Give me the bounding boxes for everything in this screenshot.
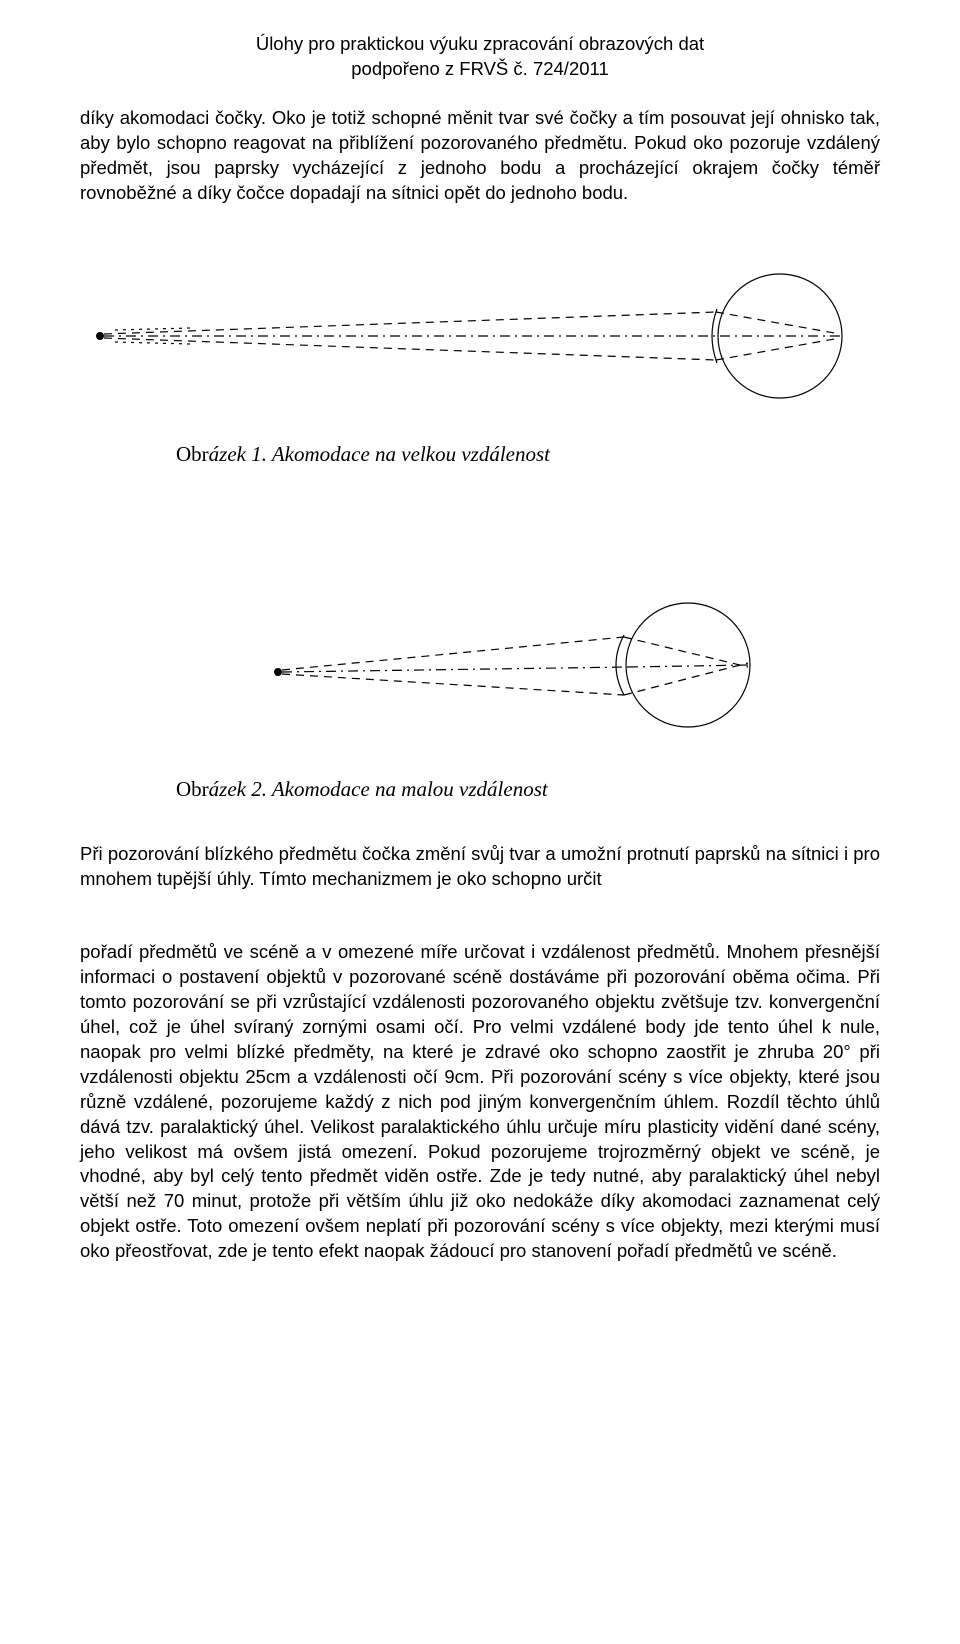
caption-1-rest: ázek 1. Akomodace na velkou vzdálenost <box>209 442 550 466</box>
figure-2-caption: Obrázek 2. Akomodace na malou vzdálenost <box>176 777 880 802</box>
paragraph-1: díky akomodaci čočky. Oko je totiž schop… <box>80 106 880 206</box>
document-header: Úlohy pro praktickou výuku zpracování ob… <box>80 32 880 82</box>
paragraph-spacer <box>80 912 880 940</box>
header-line-1: Úlohy pro praktickou výuku zpracování ob… <box>80 32 880 57</box>
figure-2-svg <box>176 587 880 747</box>
caption-2-rest: ázek 2. Akomodace na malou vzdálenost <box>209 777 548 801</box>
figure-spacer <box>80 507 880 567</box>
caption-1-obr: Obr <box>176 442 209 466</box>
paragraph-3: pořadí předmětů ve scéně a v omezené míř… <box>80 940 880 1265</box>
figure-1-svg <box>80 266 880 406</box>
figure-1 <box>80 266 880 406</box>
figure-1-caption: Obrázek 1. Akomodace na velkou vzdálenos… <box>176 442 880 467</box>
caption-2-obr: Obr <box>176 777 209 801</box>
figure-2 <box>176 587 880 747</box>
paragraph-2: Při pozorování blízkého předmětu čočka z… <box>80 842 880 892</box>
header-line-2: podpořeno z FRVŠ č. 724/2011 <box>80 57 880 82</box>
